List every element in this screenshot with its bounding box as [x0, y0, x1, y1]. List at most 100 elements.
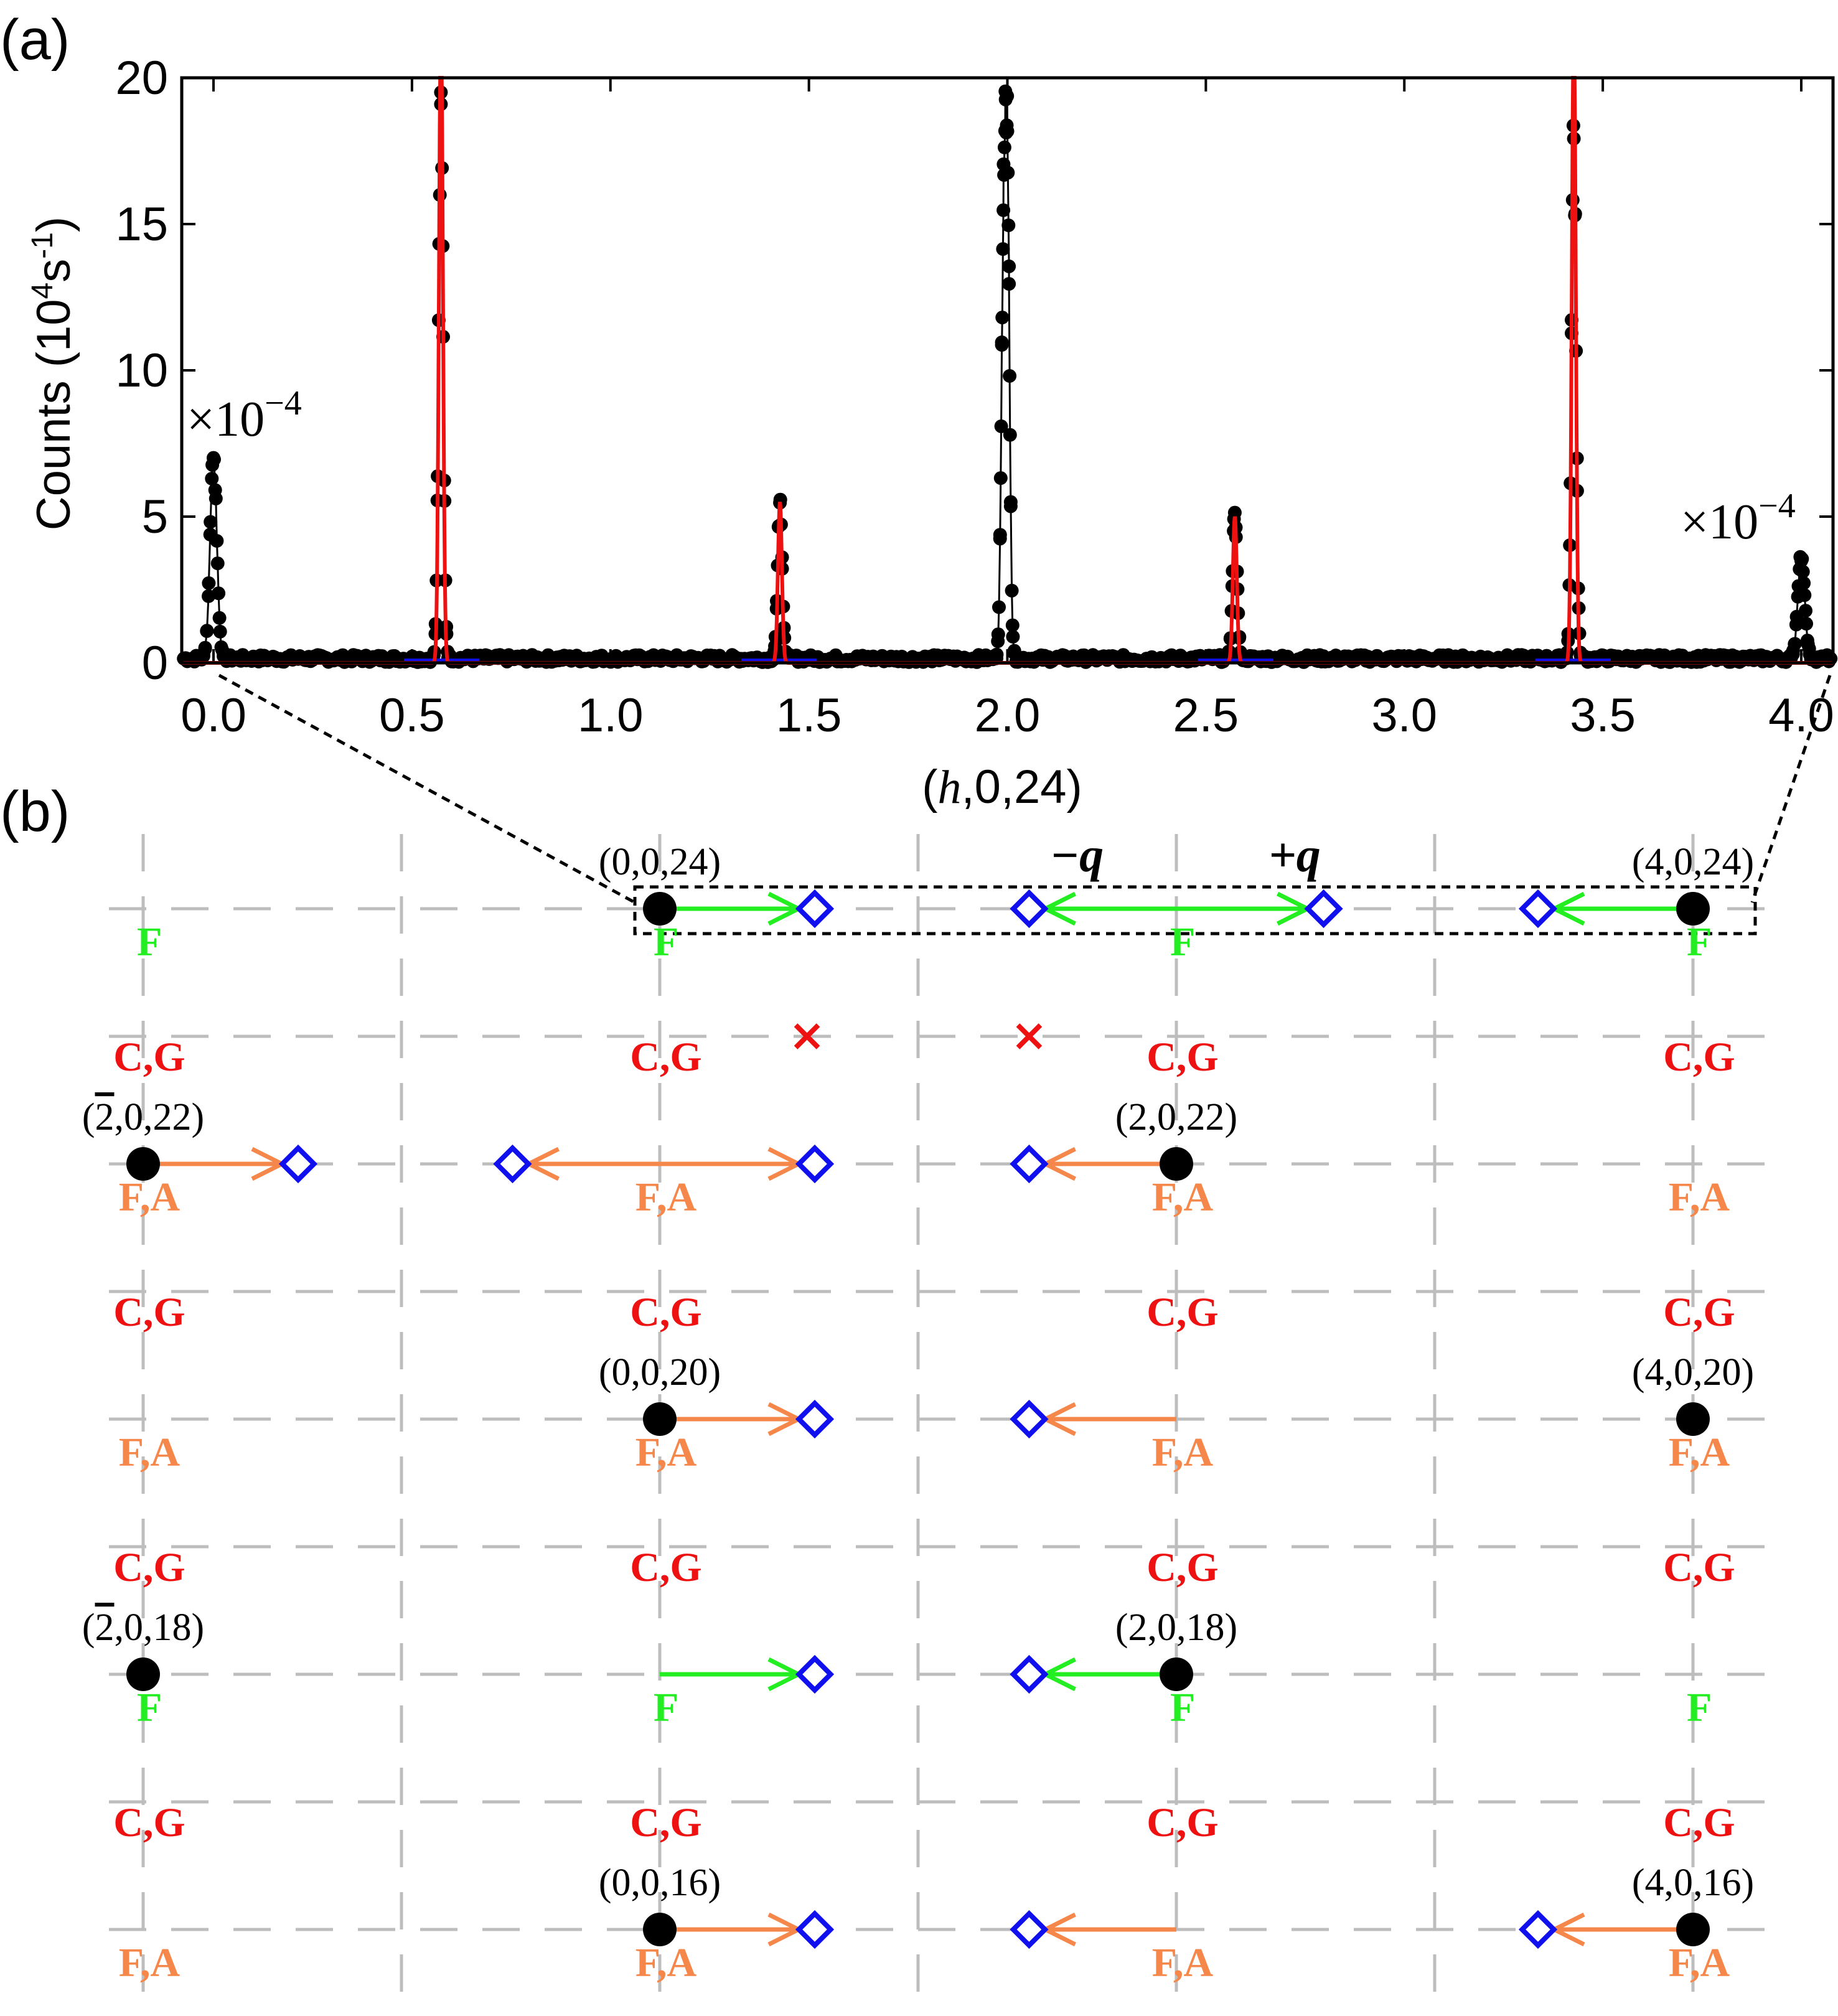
data-point: [213, 624, 227, 639]
bragg-point: [643, 892, 677, 926]
bragg-point: [643, 1913, 677, 1946]
data-point: [1001, 166, 1015, 180]
data-point: [1799, 617, 1813, 631]
reciprocal-lattice-grid: [109, 834, 1780, 2016]
satellite-diamond: [493, 1144, 532, 1184]
row-tag: F,A: [635, 1430, 697, 1475]
plus-q-label: +q: [1268, 828, 1320, 882]
data-point: [993, 471, 1008, 485]
data-point: [1795, 552, 1809, 566]
data-point: [207, 452, 221, 467]
satellite-diamond: [795, 1654, 835, 1694]
row-tag: F,A: [1152, 1430, 1214, 1475]
data-point: [994, 419, 1008, 433]
zoom-line-left: [218, 673, 636, 904]
data-point: [995, 311, 1010, 325]
row-tag: F,A: [1152, 1174, 1214, 1220]
row-tag: C,G: [113, 1290, 185, 1335]
zoom-box: [633, 885, 1757, 935]
x-tick-label: 0.5: [379, 689, 445, 742]
satellite-diamond: [795, 1399, 835, 1439]
data-point: [990, 647, 1004, 662]
panel-a-label: (a): [0, 8, 70, 72]
data-point: [202, 576, 216, 590]
bragg-label: (2,0,22): [82, 1096, 204, 1138]
data-point: [205, 472, 219, 485]
data-point: [773, 492, 787, 507]
bragg-label: (0,0,24): [599, 841, 721, 883]
data-series: [177, 84, 1838, 669]
satellite-diamond: [1010, 889, 1049, 929]
x-tick-label: 2.0: [975, 689, 1041, 742]
row-tag: F,A: [1669, 1940, 1730, 1986]
data-point: [992, 600, 1006, 614]
satellite-diamond: [278, 1144, 318, 1184]
row-tag: C,G: [1146, 1290, 1219, 1335]
row-tag: F,A: [635, 1174, 697, 1220]
cross-mark: [1016, 1023, 1043, 1049]
row-tag: F,A: [1669, 1174, 1730, 1220]
data-point: [1227, 505, 1242, 520]
data-point: [1003, 495, 1018, 509]
bragg-label: (2,0,18): [82, 1606, 204, 1649]
data-point: [995, 338, 1009, 352]
satellite-diamond: [795, 1144, 835, 1184]
x-tick-label: 1.5: [776, 689, 842, 742]
row-tag: C,G: [113, 1034, 185, 1080]
bragg-label: (4,0,20): [1632, 1351, 1754, 1394]
satellite-diamond: [1304, 889, 1343, 929]
bragg-point: [1676, 892, 1710, 926]
y-tick-label: 15: [115, 198, 168, 251]
row-tag: C,G: [1663, 1545, 1735, 1590]
satellite-diamond: [795, 889, 835, 929]
bragg-points: (0,0,24) (4,0,24) (2,0,22) (2,0,22) (0,0,20)…: [82, 841, 1754, 1946]
row-tag: C,G: [113, 1800, 185, 1845]
x-tick-label: 3.5: [1570, 689, 1636, 742]
data-point: [1796, 565, 1810, 579]
satellite-diamond: [1010, 1399, 1049, 1439]
data-point: [996, 242, 1010, 256]
bragg-point: [1676, 1402, 1710, 1436]
data-point: [212, 611, 227, 625]
row-tag: F,A: [1152, 1940, 1214, 1986]
plot-frame: [180, 76, 1835, 665]
data-point: [1001, 218, 1016, 232]
bragg-label: (0,0,20): [599, 1351, 721, 1394]
row-tag: C,G: [630, 1290, 702, 1335]
x-tick-label: 3.0: [1371, 689, 1437, 742]
data-point: [200, 624, 214, 638]
multiplier-right: ×10−4: [1681, 487, 1796, 550]
panel-b-label: (b): [0, 780, 70, 843]
propagation-arrows: [143, 889, 1693, 1949]
row-tag: F: [1170, 1685, 1195, 1730]
row-tag: C,G: [630, 1034, 702, 1080]
tick-labels: 0.0 0.5 1.0 1.5 2.0 2.5 3.0 3.5 4.0 0 5 10 15 20: [115, 52, 1834, 742]
x-axis-label: (h,0,24): [922, 761, 1082, 813]
row-tag: C,G: [630, 1800, 702, 1845]
row-tag: C,G: [113, 1545, 185, 1590]
data-point: [1003, 428, 1017, 442]
row-tag: C,G: [630, 1545, 702, 1590]
row-tag: F: [137, 1685, 162, 1730]
spectrum-plot: 0.0 0.5 1.0 1.5 2.0 2.5 3.0 3.5 4.0 0 5 10 15 20: [115, 52, 1838, 742]
satellite-diamond: [1010, 1910, 1049, 1949]
satellite-diamond: [1010, 1144, 1049, 1184]
data-point: [1799, 604, 1812, 618]
x-tick-label: 0.0: [181, 689, 246, 742]
minus-q-label: −q: [1050, 828, 1104, 882]
data-point: [1798, 588, 1812, 602]
row-tags: F F F F C,G C,G C,G C,G F,A F,A F,A F,A C,G C,G C,G C,G…: [113, 919, 1735, 1986]
y-tick-label: 10: [115, 344, 168, 397]
row-tag: F,A: [119, 1430, 181, 1475]
bragg-point: [126, 1657, 160, 1691]
y-tick-label: 0: [142, 637, 168, 690]
row-tag: F,A: [1669, 1430, 1730, 1475]
bragg-point: [1160, 1657, 1193, 1691]
data-point: [996, 203, 1011, 217]
satellite-diamond: [1010, 1654, 1049, 1694]
y-axis-label: Counts (104s-1): [26, 217, 80, 530]
row-tag: F: [1687, 919, 1712, 965]
data-point: [212, 586, 226, 601]
row-tag: C,G: [1146, 1800, 1219, 1845]
satellite-diamond: [795, 1910, 835, 1949]
